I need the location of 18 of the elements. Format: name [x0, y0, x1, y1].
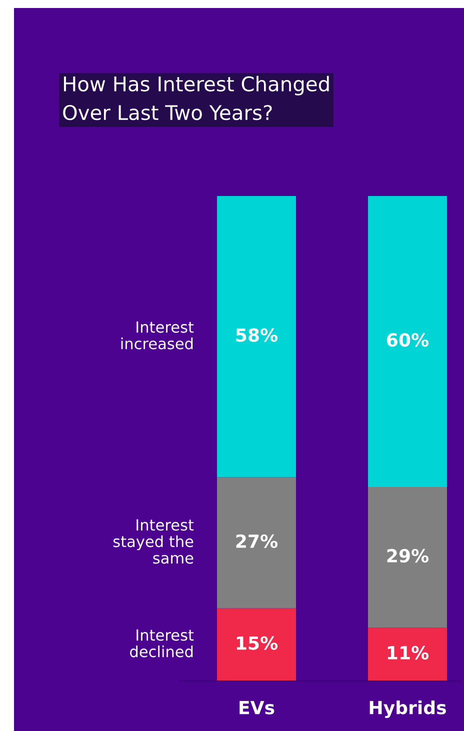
- bar: [217, 196, 296, 478]
- data-label: 60%: [387, 333, 429, 347]
- data-label: 11%: [388, 646, 429, 660]
- bar: [368, 487, 447, 628]
- data-label: 58%: [236, 328, 278, 342]
- bar: [368, 628, 447, 681]
- chart-title: How Has Interest Changed Over Last Two Years?: [63, 76, 329, 120]
- data-label: 15%: [236, 636, 278, 650]
- bar: [217, 608, 296, 681]
- x-tick-label: EVs: [240, 701, 274, 714]
- series-label: Interest increased: [121, 321, 194, 350]
- data-label: 27%: [236, 534, 278, 548]
- series-label: Interest declined: [130, 629, 194, 658]
- bar: [368, 196, 447, 487]
- bar: [217, 477, 296, 608]
- data-label: 29%: [387, 548, 429, 563]
- series-label: Interest stayed the same: [113, 519, 194, 564]
- x-tick-label: Hybrids: [370, 700, 446, 718]
